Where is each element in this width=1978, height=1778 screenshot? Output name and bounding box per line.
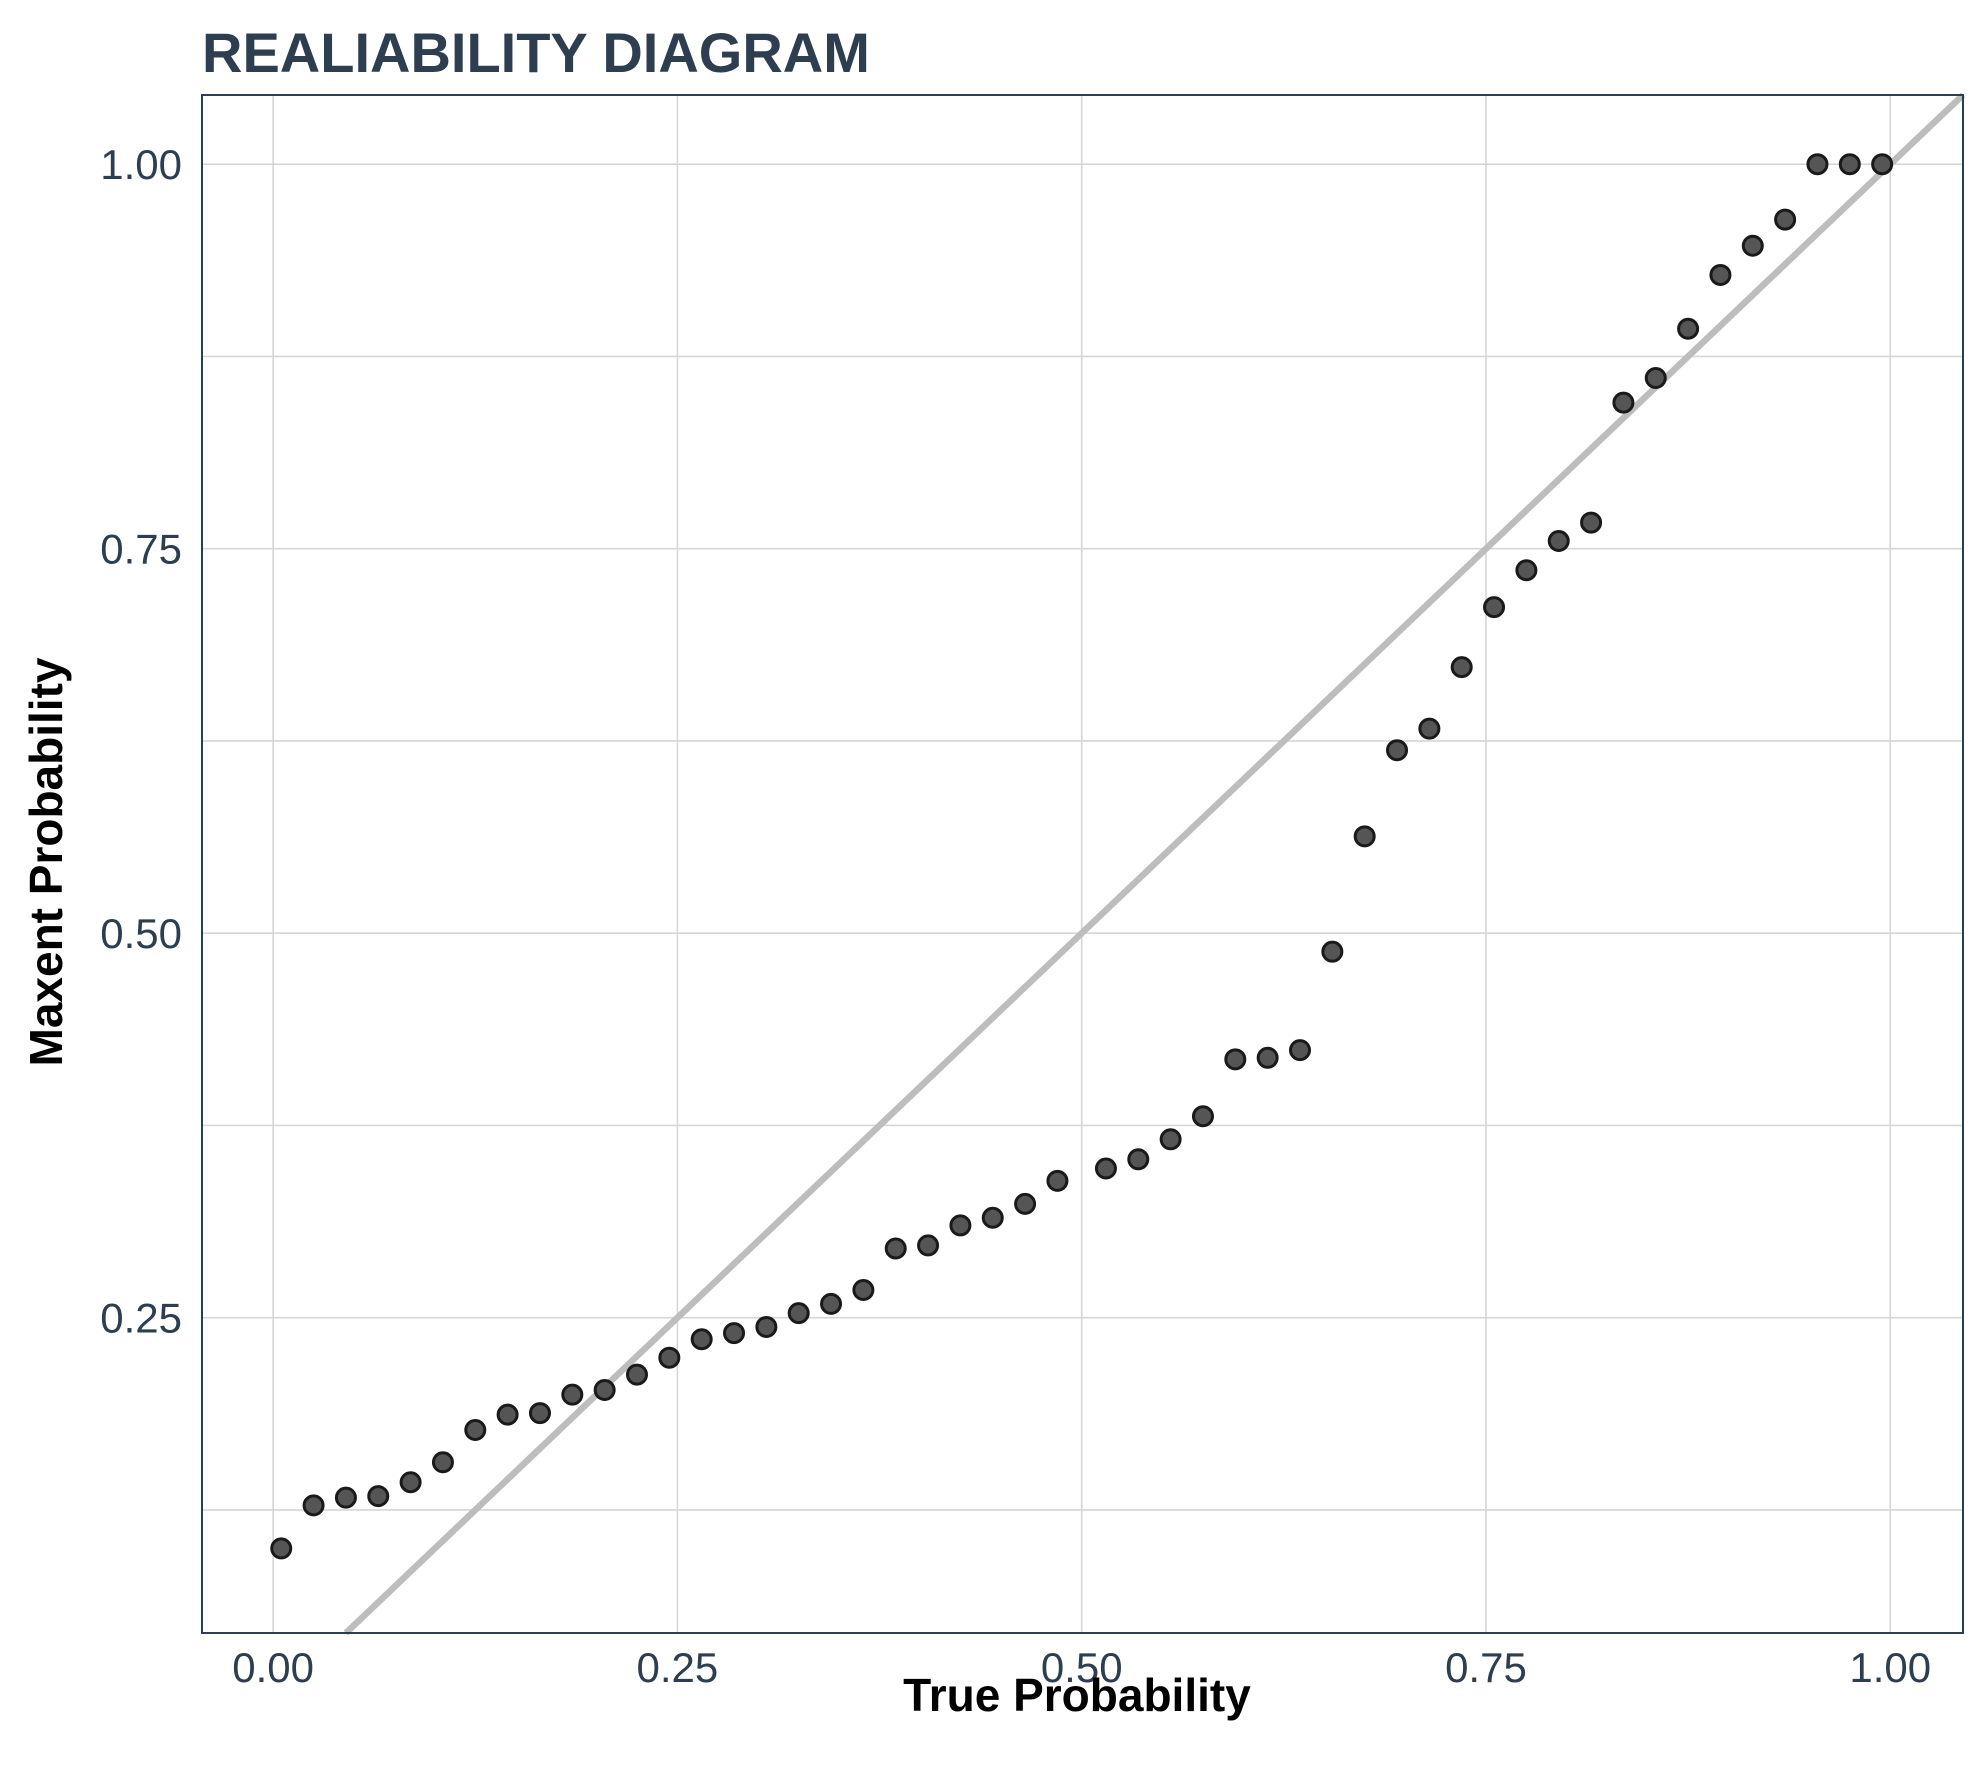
data-point (981, 1206, 1004, 1229)
chart-title: REALIABILITY DIAGRAM (202, 21, 870, 84)
data-point (1288, 1039, 1311, 1062)
x-tick-label: 0.50 (1041, 1644, 1123, 1691)
data-point (884, 1237, 907, 1260)
data-point (1256, 1046, 1279, 1069)
data-point (917, 1234, 940, 1257)
data-point (852, 1279, 875, 1302)
data-point (658, 1346, 681, 1369)
data-point (496, 1403, 519, 1426)
grid (202, 95, 1963, 1633)
x-axis-tick-labels: 0.00 0.25 0.50 0.75 1.00 (232, 1644, 1931, 1691)
reference-line (343, 92, 1966, 1636)
y-tick-label: 1.00 (100, 141, 182, 188)
y-tick-label: 0.75 (100, 526, 182, 573)
data-point (367, 1485, 390, 1508)
data-point (1046, 1169, 1069, 1192)
y-axis-title: Maxent Probability (20, 657, 72, 1066)
data-point (399, 1471, 422, 1494)
data-point (1612, 391, 1635, 414)
data-point (1774, 208, 1797, 231)
data-points (270, 153, 1894, 1560)
x-tick-label: 1.00 (1849, 1644, 1931, 1691)
data-point (1580, 511, 1603, 534)
data-point (1806, 153, 1829, 176)
data-point (1224, 1048, 1247, 1071)
data-point (690, 1328, 713, 1351)
plot-panel-border (201, 94, 1964, 1634)
data-point (1127, 1148, 1150, 1171)
data-point (949, 1214, 972, 1237)
data-point (1191, 1105, 1214, 1128)
data-point (1741, 234, 1764, 257)
data-point (1386, 739, 1409, 762)
data-point (270, 1537, 293, 1560)
data-point (431, 1451, 454, 1474)
data-point (1838, 153, 1861, 176)
data-point (820, 1292, 843, 1315)
y-axis-tick-labels: 0.25 0.50 0.75 1.00 (100, 141, 182, 1342)
data-point (1515, 559, 1538, 582)
x-tick-label: 0.25 (637, 1644, 719, 1691)
data-point (1709, 263, 1732, 286)
data-point (723, 1322, 746, 1345)
data-point (464, 1418, 487, 1441)
data-point (334, 1486, 357, 1509)
data-point (302, 1494, 325, 1517)
data-point (1094, 1157, 1117, 1180)
reference-line-layer (343, 92, 1966, 1636)
data-point (1644, 366, 1667, 389)
x-tick-label: 0.00 (232, 1644, 314, 1691)
y-tick-label: 0.50 (100, 910, 182, 957)
data-point (528, 1402, 551, 1425)
data-point (561, 1383, 584, 1406)
y-tick-label: 0.25 (100, 1295, 182, 1342)
data-point (1014, 1192, 1037, 1215)
data-point (1450, 656, 1473, 679)
data-point (1547, 530, 1570, 553)
data-point (1159, 1128, 1182, 1151)
data-point (1871, 153, 1894, 176)
data-point (1677, 317, 1700, 340)
data-point (755, 1315, 778, 1338)
data-point (787, 1302, 810, 1325)
data-point (1483, 596, 1506, 619)
x-axis-title: True Probability (903, 1669, 1251, 1721)
data-point (593, 1378, 616, 1401)
x-tick-label: 0.75 (1445, 1644, 1527, 1691)
data-point (625, 1363, 648, 1386)
data-point (1353, 825, 1376, 848)
data-point (1418, 717, 1441, 740)
data-point (1321, 940, 1344, 963)
